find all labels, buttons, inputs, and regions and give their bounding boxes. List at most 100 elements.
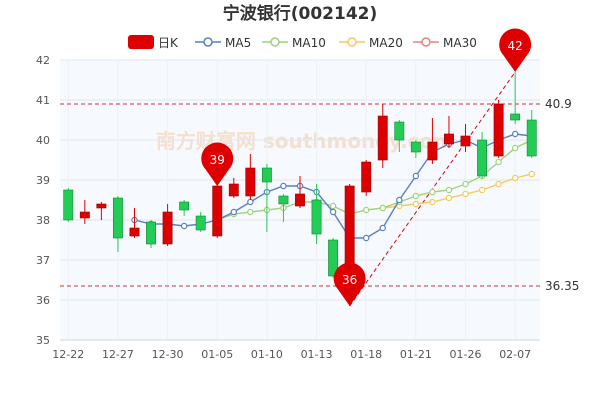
candle — [129, 208, 140, 238]
legend-line-dot — [347, 37, 357, 47]
ma20-point — [462, 190, 469, 198]
legend-candle-swatch — [128, 35, 154, 49]
ma5-point — [396, 196, 403, 204]
legend-item-ma5: MA5 — [195, 36, 251, 50]
candle — [394, 120, 405, 152]
ma20-point — [528, 170, 535, 178]
candle — [295, 176, 305, 208]
price-marker: 36 — [333, 262, 366, 306]
chart-title: 宁波银行(002142) — [223, 3, 378, 24]
x-tick-label: 01-18 — [350, 348, 382, 361]
candle-body — [477, 139, 488, 177]
ma20-point — [495, 180, 502, 188]
candle — [245, 154, 256, 200]
ma20-point — [478, 186, 486, 194]
legend-label: MA30 — [443, 36, 477, 50]
ma20-point — [412, 200, 420, 208]
legend-line-dot — [203, 37, 213, 47]
ma10-point — [247, 208, 254, 216]
marker-label: 42 — [508, 39, 523, 53]
x-tick-label: 12-22 — [52, 348, 84, 361]
candle-body — [526, 119, 537, 157]
candle — [179, 200, 190, 216]
candle-body — [460, 135, 471, 147]
legend-line-dot — [421, 37, 431, 47]
candle — [427, 118, 438, 164]
x-axis: 12-22 12-27 12-30 01-05 01-10 01-13 01-18 01-21… — [52, 339, 540, 361]
ma10-point — [379, 204, 386, 212]
ma10-point — [445, 186, 453, 194]
x-tick-label: 12-30 — [152, 348, 184, 361]
y-tick-label: 35 — [36, 334, 50, 347]
ma5-point — [247, 198, 254, 206]
candle-body — [146, 221, 156, 245]
candle-body — [212, 185, 223, 237]
candle-body — [328, 239, 339, 277]
candle-body — [245, 167, 256, 197]
x-tick-label: 01-26 — [450, 348, 482, 361]
candle — [195, 212, 206, 232]
ma10-point — [429, 188, 436, 196]
y-tick-label: 39 — [36, 174, 50, 187]
legend: 日K MA5 MA10 MA20 MA30 — [128, 35, 477, 50]
candles — [63, 72, 537, 306]
candle — [79, 200, 90, 224]
y-tick-label: 37 — [36, 254, 50, 267]
watermark-text: 南方财富网 southmoney.com — [156, 129, 454, 153]
legend-label: MA10 — [292, 36, 326, 50]
candle-body — [96, 203, 107, 209]
ma10-point — [329, 202, 337, 210]
ma10-point — [363, 206, 370, 214]
candle-body — [295, 193, 305, 207]
candle — [410, 140, 421, 158]
legend-label: 日K — [158, 36, 179, 50]
candle-body — [79, 211, 90, 219]
candle-body — [261, 167, 272, 183]
ma5-point — [363, 234, 370, 242]
ma5-point — [280, 182, 287, 190]
legend-item-ma20: MA20 — [339, 36, 403, 50]
ma20-point — [511, 174, 519, 182]
candle-body — [361, 161, 372, 193]
watermark: 南方财富网 southmoney.com — [156, 129, 454, 153]
legend-item-ma10: MA10 — [262, 36, 326, 50]
candle — [444, 116, 454, 148]
candle — [510, 72, 521, 124]
ma10-point — [495, 158, 502, 166]
candle — [278, 194, 289, 222]
x-tick-label: 12-27 — [102, 348, 134, 361]
candle-body — [129, 227, 140, 237]
y-tick-label: 38 — [36, 214, 50, 227]
candle — [96, 202, 107, 220]
marker-pin — [201, 142, 234, 186]
candle-body — [228, 183, 239, 197]
legend-item-ma30: MA30 — [413, 36, 477, 50]
x-tick-label: 01-05 — [201, 348, 233, 361]
candle — [311, 184, 322, 244]
candle — [526, 110, 537, 158]
candle-body — [427, 141, 438, 161]
price-marker: 39 — [201, 142, 234, 186]
ma5-point — [412, 172, 420, 180]
candle — [377, 104, 388, 168]
legend-label: MA5 — [225, 36, 251, 50]
candle — [361, 160, 372, 196]
x-tick-label: 01-13 — [301, 348, 333, 361]
y-tick-label: 40 — [36, 134, 50, 147]
y-tick-label: 42 — [36, 54, 50, 67]
candle-body — [510, 113, 521, 121]
candle — [146, 220, 156, 248]
candle — [162, 204, 173, 246]
ma5-point — [230, 208, 237, 216]
marker-label: 39 — [210, 153, 225, 167]
ma20-point — [429, 198, 436, 206]
ma5-point — [379, 224, 386, 232]
candle-body — [195, 215, 206, 231]
y-tick-label: 36 — [36, 294, 50, 307]
x-tick-label: 02-07 — [499, 348, 531, 361]
candle-body — [394, 121, 405, 141]
ma10-point — [412, 192, 420, 200]
candle-body — [377, 115, 388, 161]
